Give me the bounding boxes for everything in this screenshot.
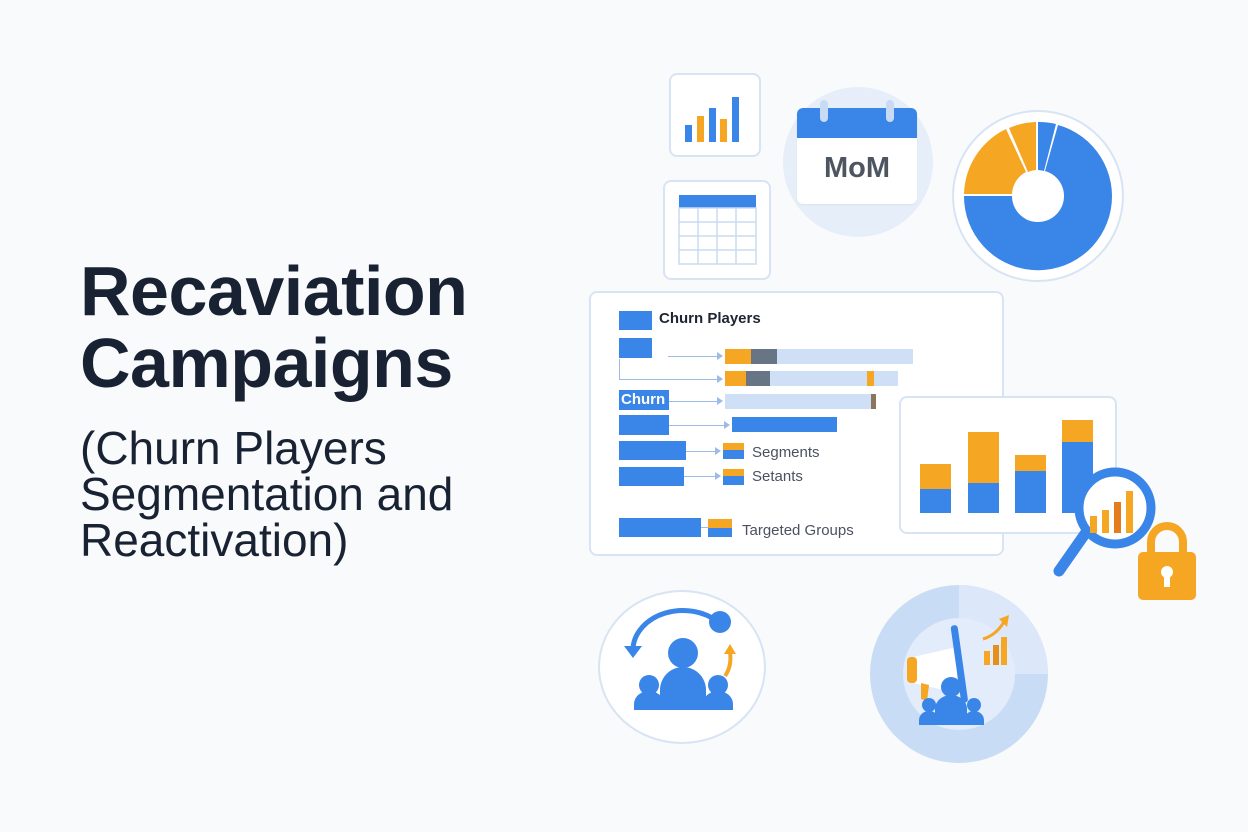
magnifier-icon	[1053, 467, 1156, 577]
arrow-5	[686, 451, 716, 452]
arrow-4	[669, 425, 725, 426]
subtitle-line-3: Reactivation)	[80, 514, 349, 566]
arrow-2	[619, 379, 718, 380]
subtitle-line-2: Segmentation and	[80, 468, 454, 520]
label-segments: Segments	[752, 444, 820, 461]
segment-swatch-1	[723, 443, 744, 459]
title-line-1: Recaviation	[80, 252, 468, 330]
stacked-bar-3	[725, 394, 876, 409]
row-block-6	[619, 467, 684, 486]
arrow-3	[669, 401, 718, 402]
label-targeted-groups: Targeted Groups	[742, 522, 854, 539]
row-block-4	[619, 415, 669, 435]
bar-4	[732, 417, 837, 432]
churn-tag: Churn	[619, 390, 669, 410]
arrowhead-icon	[717, 397, 723, 405]
lock-icon	[1138, 522, 1196, 600]
diagram-header: Churn Players	[659, 310, 761, 327]
title-line-2: Campaigns	[80, 324, 453, 402]
table-card	[663, 180, 771, 280]
megaphone-campaign-icon	[907, 615, 1009, 725]
donut-chart-icon	[963, 121, 1112, 271]
calendar-label: MoM	[823, 152, 891, 184]
arrow-6	[684, 476, 716, 477]
stacked-bar-2	[725, 371, 898, 386]
bar-chart-icon	[685, 97, 739, 142]
page-subtitle: (Churn Players Segmentation and Reactiva…	[80, 425, 453, 563]
arrowhead-icon	[715, 472, 721, 480]
arrowhead-icon	[715, 447, 721, 455]
header-block	[619, 311, 652, 330]
connector-line	[619, 359, 620, 379]
arrowhead-icon	[724, 421, 730, 429]
stacked-bar-1	[725, 349, 913, 364]
row-block-5	[619, 441, 686, 460]
bar-chart-card	[669, 73, 761, 157]
table-icon	[678, 195, 757, 265]
arrowhead-icon	[717, 352, 723, 360]
arrow-1	[668, 356, 718, 357]
arrowhead-icon	[717, 375, 723, 383]
segment-swatch-3	[708, 519, 732, 537]
calendar-icon: MoM	[797, 100, 917, 204]
arrow-7	[701, 527, 709, 528]
label-setants: Setants	[752, 468, 803, 485]
segment-swatch-2	[723, 469, 744, 485]
page-title: Recaviation Campaigns	[80, 252, 468, 402]
stacked-bar-chart-icon	[920, 420, 1093, 513]
row-block-7	[619, 518, 701, 537]
reactivation-icon	[624, 608, 736, 710]
row-block-1	[619, 338, 652, 358]
subtitle-line-1: (Churn Players	[80, 422, 387, 474]
reactivation-circle	[598, 590, 766, 744]
donut-chart-card	[952, 110, 1124, 282]
